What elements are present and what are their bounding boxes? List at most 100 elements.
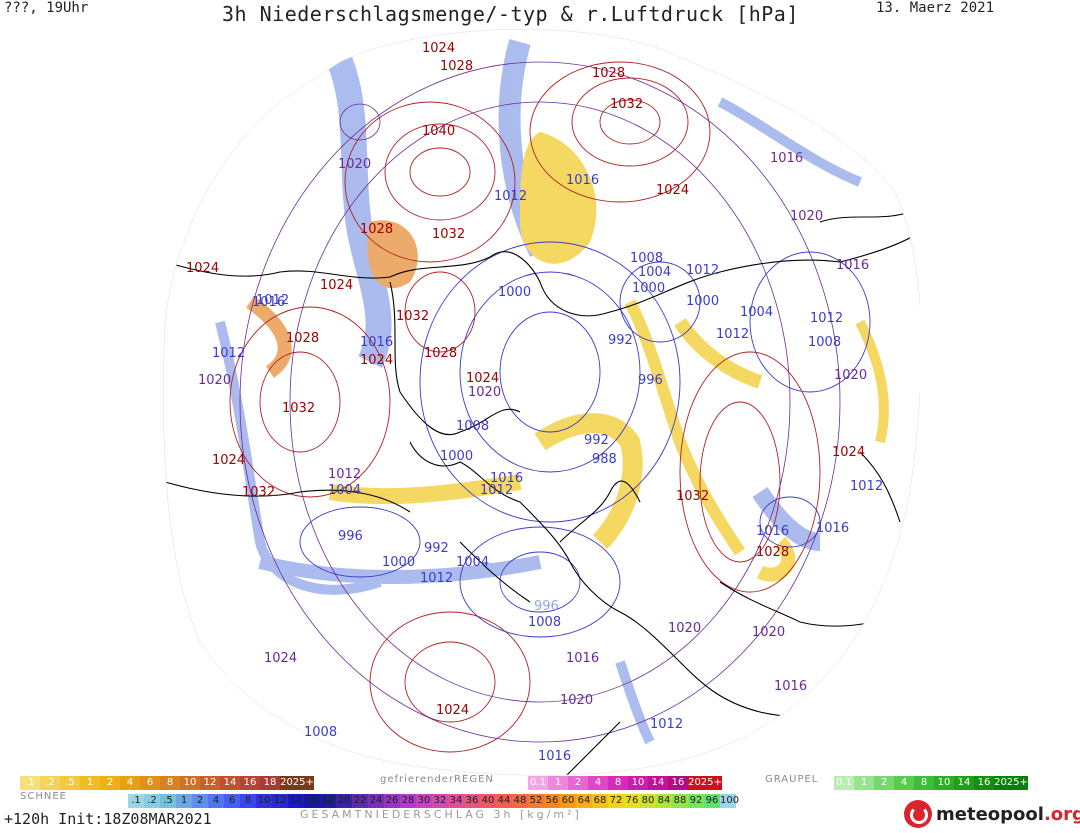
graupel-legend-scale: 0.1 1 2 4 8 10 14 16 2025+ xyxy=(834,776,1028,790)
isobar-label-low: 1020 xyxy=(338,157,371,172)
forecast-date: 13. Maerz 2021 xyxy=(876,0,995,16)
isobar-label-low: 988 xyxy=(592,452,617,467)
isobar-label-low: 1020 xyxy=(468,385,501,400)
brand-name-main: meteopool xyxy=(936,803,1044,825)
legend-cell: 8 xyxy=(914,776,934,790)
isobar-label-high: 1024 xyxy=(186,261,219,276)
legend-cell: 4 xyxy=(894,776,914,790)
forecast-time-label: ???, 19Uhr xyxy=(4,0,89,16)
isobar-label-low: 1016 xyxy=(538,749,571,764)
polar-weather-map: 1024 1028 1028 1032 1040 1024 1032 1028 … xyxy=(163,29,920,776)
isobar-label-low: 1020 xyxy=(560,693,593,708)
legend-cell: 72 xyxy=(608,794,624,808)
isobar-label-low: 992 xyxy=(424,541,449,556)
legend-cell: 14 xyxy=(288,794,304,808)
legend-cell: 2025+ xyxy=(280,776,314,790)
isobar-label-low: 1020 xyxy=(198,373,231,388)
isobar-label-low: 1008 xyxy=(630,251,663,266)
legend-cell: 16 xyxy=(240,776,260,790)
isobar-label-low: 996 xyxy=(338,529,363,544)
legend-cell: 1 xyxy=(548,776,568,790)
meteopool-logo[interactable]: meteopool.org xyxy=(904,800,1080,828)
isobar-label-low: 1012 xyxy=(480,483,513,498)
legend-cell: 84 xyxy=(656,794,672,808)
legend-cell: 4 xyxy=(208,794,224,808)
isobar-label-high: 1032 xyxy=(676,489,709,504)
legend-cell: 92 xyxy=(688,794,704,808)
isobar-label-high: 1028 xyxy=(424,346,457,361)
legend-cell: 16 xyxy=(668,776,688,790)
isobar-label-low: 1016 xyxy=(816,521,849,536)
total-precip-caption: GESAMTNIEDERSCHLAG 3h [kg/m²] xyxy=(300,808,582,821)
legend-cell: 14 xyxy=(954,776,974,790)
isobar-label-low: 1008 xyxy=(456,419,489,434)
isobar-label-low: 1012 xyxy=(686,263,719,278)
isobar-label-high: 1024 xyxy=(212,453,245,468)
legend-cell: 4 xyxy=(588,776,608,790)
legend-cell: 10 xyxy=(934,776,954,790)
legend-cell: 28 xyxy=(400,794,416,808)
isobar-label-low: 1016 xyxy=(566,173,599,188)
isobar-label-low: 1016 xyxy=(360,335,393,350)
isobar-label-low: 1004 xyxy=(328,483,361,498)
isobar-label-low: 1004 xyxy=(456,555,489,570)
isobar-label-low: 1016 xyxy=(836,258,869,273)
isobar-label-high: 1032 xyxy=(282,401,315,416)
model-init-label: +120h Init:18Z08MAR2021 xyxy=(4,810,212,828)
legend-cell: 8 xyxy=(160,776,180,790)
legend-cell: 100 xyxy=(720,794,740,808)
snow-legend-scale: .1.2.5 1 2 4 6 8 10 12 14 16 18 2025+ xyxy=(20,776,314,790)
freezing-rain-legend-label: gefrierenderREGEN xyxy=(380,774,494,785)
legend-cell: 2 xyxy=(874,776,894,790)
legend-cell: 2025+ xyxy=(688,776,722,790)
legend-cell: 10 xyxy=(256,794,272,808)
isobar-label-low: 1012 xyxy=(212,346,245,361)
isobar-label-low: 1020 xyxy=(834,368,867,383)
legend-cell: 1 xyxy=(176,794,192,808)
legend-cell: 14 xyxy=(220,776,240,790)
legend-cell: 64 xyxy=(576,794,592,808)
isobar-label-high: 1024 xyxy=(320,278,353,293)
legend-cell: .2 xyxy=(144,794,160,808)
isobar-label-low: 1000 xyxy=(686,294,719,309)
legend-cell: 34 xyxy=(448,794,464,808)
graupel-legend-label: GRAUPEL xyxy=(765,774,819,785)
isobar-label-high: 1024 xyxy=(656,183,689,198)
legend-cell: 30 xyxy=(416,794,432,808)
isobar-label-low: 1016 xyxy=(566,651,599,666)
legend-cell: 48 xyxy=(512,794,528,808)
isobar-label-low: 1016 xyxy=(252,295,285,310)
isobar-label-low: 1004 xyxy=(740,305,773,320)
isobar-label-high: 1028 xyxy=(286,331,319,346)
isobar-label-high: 1024 xyxy=(360,353,393,368)
isobar-label-high: 1032 xyxy=(396,309,429,324)
isobar-label-low: 1012 xyxy=(810,311,843,326)
legend-cell: 76 xyxy=(624,794,640,808)
legend-cell: 88 xyxy=(672,794,688,808)
isobar-label-low: 1016 xyxy=(770,151,803,166)
legend-cell: .5 xyxy=(160,794,176,808)
snow-legend-label: SCHNEE xyxy=(20,791,67,802)
legend-cell: 12 xyxy=(200,776,220,790)
isobar-label-low: 1012 xyxy=(256,293,289,308)
legend-cell: .2 xyxy=(40,776,60,790)
legend-cell: 36 xyxy=(464,794,480,808)
legend-cell: 10 xyxy=(180,776,200,790)
isobar-label-low: 1016 xyxy=(490,471,523,486)
legend-cell: 1 xyxy=(80,776,100,790)
legend-cell: 96 xyxy=(704,794,720,808)
isobar-label-high: 1028 xyxy=(756,545,789,560)
legend-cell: 1 xyxy=(854,776,874,790)
legend-cell: 68 xyxy=(592,794,608,808)
brand-name-tld: .org xyxy=(1043,803,1080,825)
isobar-label-low: 1000 xyxy=(632,281,665,296)
isobar-label-low: 1020 xyxy=(752,625,785,640)
legend-cell: 24 xyxy=(368,794,384,808)
legend-cell: 6 xyxy=(140,776,160,790)
legend-cell: 32 xyxy=(432,794,448,808)
isobar-label-high: 1040 xyxy=(422,124,455,139)
isobar-label-low: 1012 xyxy=(850,479,883,494)
isobar-label-low: 992 xyxy=(608,333,633,348)
legend-cell: 18 xyxy=(260,776,280,790)
legend-cell: 16 xyxy=(304,794,320,808)
